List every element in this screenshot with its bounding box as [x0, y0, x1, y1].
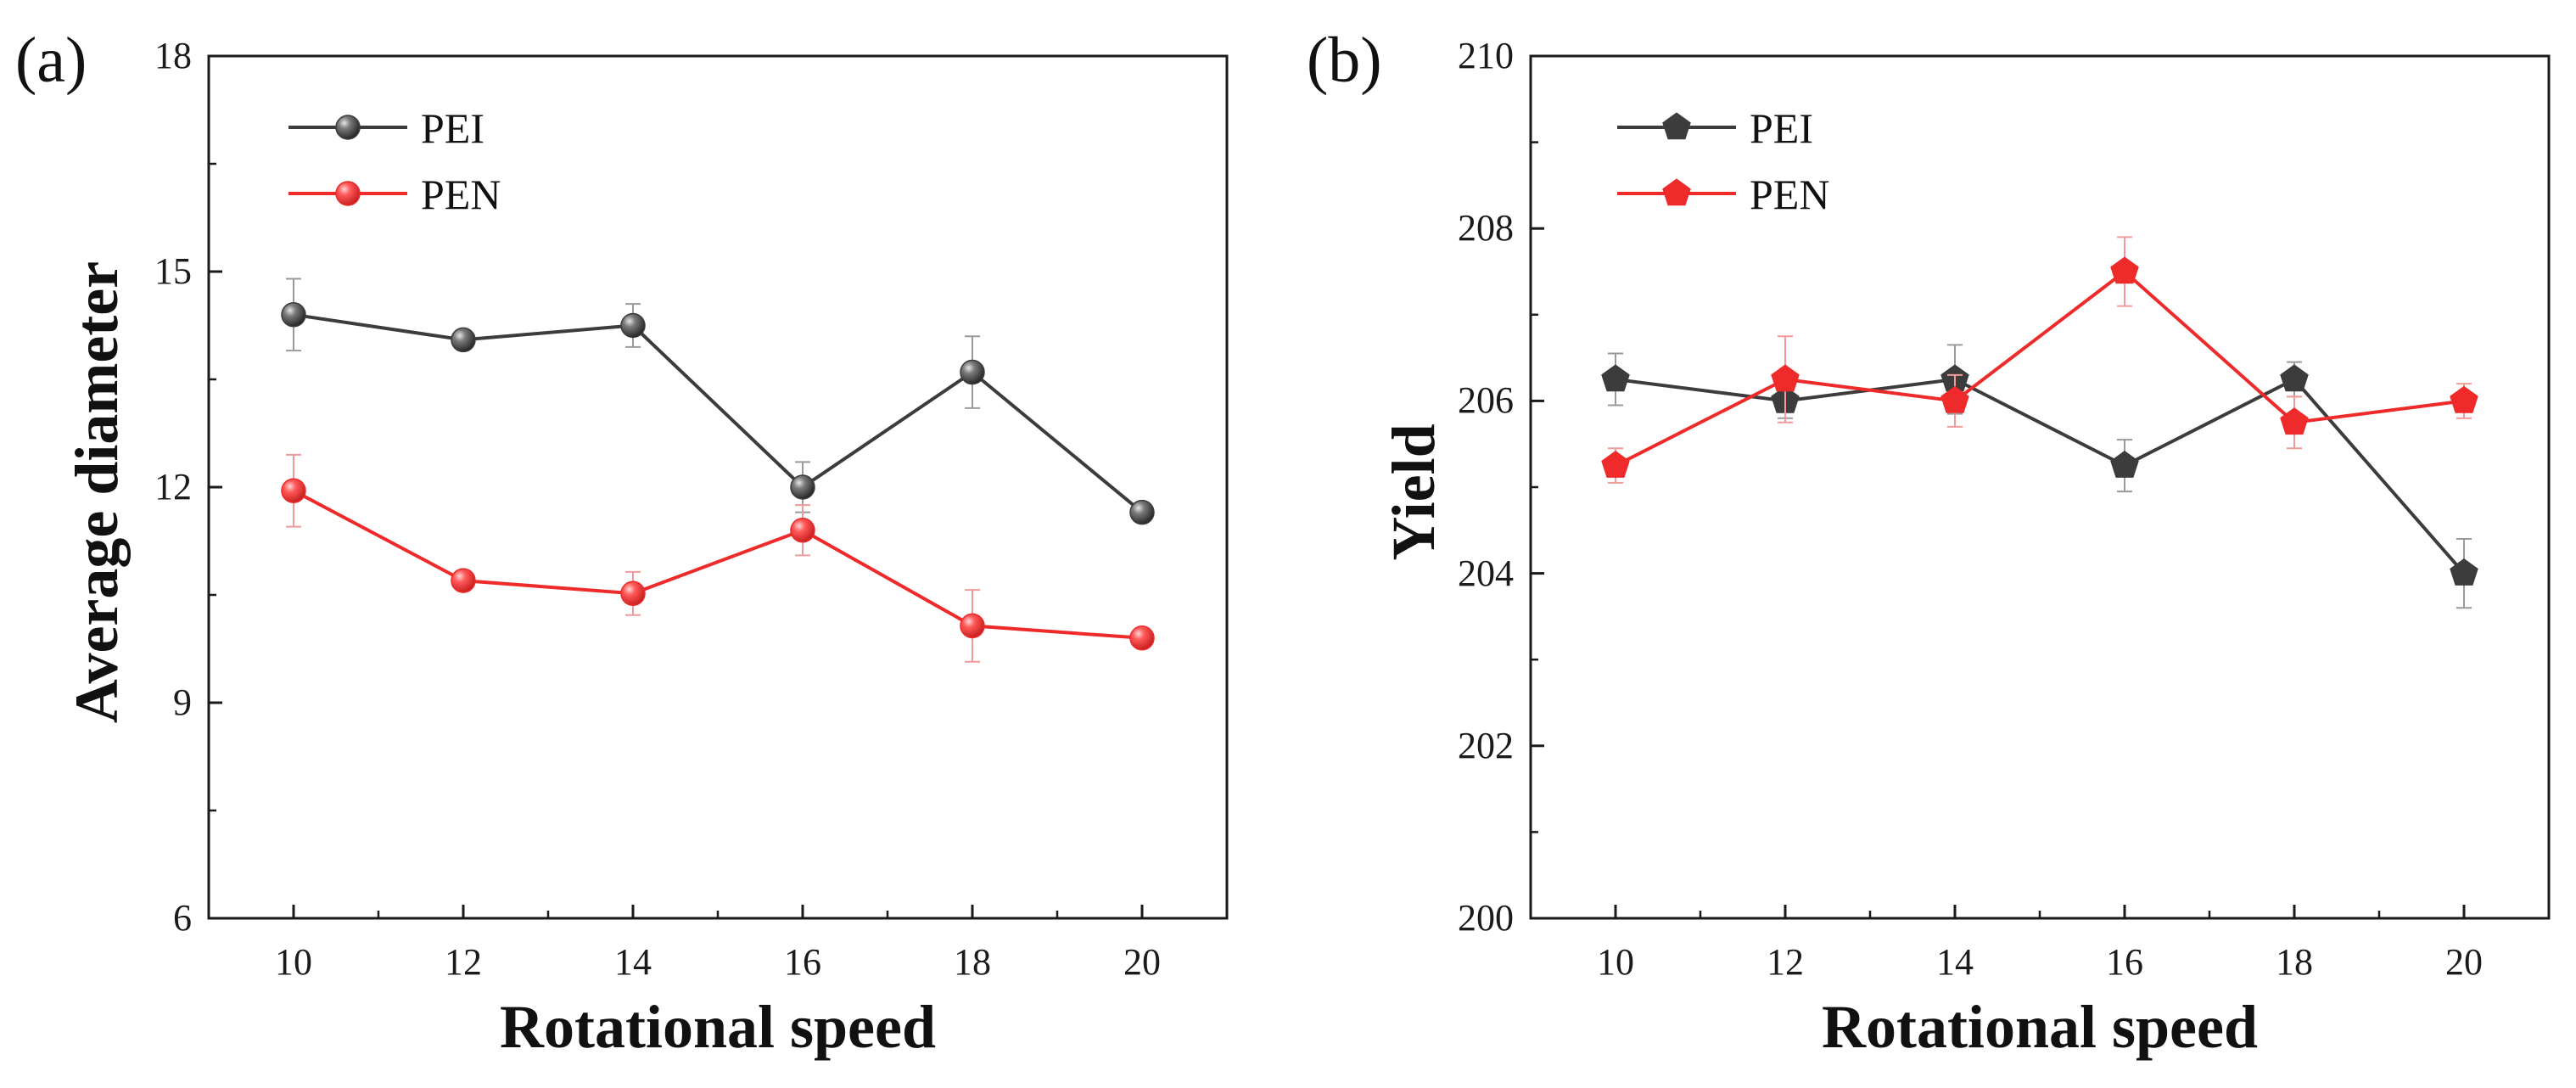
legend-swatch-pen: [288, 181, 407, 206]
data-point-pen: [1940, 385, 1969, 413]
x-axis-title-a: Rotational speed: [500, 993, 936, 1061]
legend-swatch-pen: [1617, 178, 1736, 206]
legend-marker: [335, 115, 361, 140]
data-point-pen: [2110, 256, 2139, 284]
y-axis-title-b: Yield: [1380, 423, 1448, 560]
x-axis-title-b: Rotational speed: [1822, 993, 2258, 1061]
chart-a-x-tick-labels: 10 12 14 16 18 20: [275, 941, 1161, 983]
x-tick-label: 16: [2106, 941, 2143, 983]
data-point-pen: [960, 613, 985, 639]
data-point-pei: [2110, 450, 2139, 478]
x-tick-label: 16: [784, 941, 821, 983]
series-line-pei: [293, 312, 1144, 514]
data-point-pei: [1601, 364, 1630, 392]
x-tick-label: 20: [2445, 941, 2483, 983]
legend-label-pen-a: PEN: [421, 171, 501, 218]
x-tick-label: 20: [1123, 941, 1161, 983]
data-point-pen: [2280, 407, 2309, 435]
legend-marker: [335, 181, 361, 206]
data-point-pen: [1129, 625, 1155, 651]
x-tick-label: 10: [1597, 941, 1634, 983]
y-tick-label: 9: [173, 681, 192, 723]
chart-b-y-tick-labels: 200 202 204 206 208 210: [1458, 35, 1514, 939]
data-point-pei: [1129, 499, 1155, 525]
y-tick-label: 200: [1458, 897, 1514, 939]
chart-b-legend: PEI PEN: [1750, 104, 1829, 218]
chart-b-x-tick-labels: 10 12 14 16 18 20: [1597, 941, 2483, 983]
legend-label-pei-a: PEI: [421, 104, 484, 152]
y-tick-label: 6: [173, 897, 192, 939]
x-tick-label: 18: [954, 941, 991, 983]
data-point-pei: [960, 359, 985, 385]
chart-a-legend: PEI PEN: [421, 104, 501, 218]
y-tick-label: 204: [1458, 552, 1514, 594]
legend-swatch-pei: [288, 115, 407, 140]
x-tick-label: 18: [2276, 941, 2313, 983]
chart-a-y-tick-labels: 6 9 12 15 18: [154, 35, 192, 939]
data-point-pen: [451, 568, 476, 593]
y-axis-title-a: Average diameter: [63, 261, 131, 723]
legend-marker: [1662, 112, 1691, 140]
y-tick-label: 210: [1458, 35, 1514, 76]
y-tick-label: 206: [1458, 379, 1514, 421]
data-point-pen: [2450, 385, 2478, 413]
legend-label-pei-b: PEI: [1750, 104, 1813, 152]
data-point-pen: [790, 518, 815, 543]
y-tick-label: 15: [154, 250, 192, 292]
chart-a-marks: [207, 54, 1229, 920]
x-tick-label: 12: [445, 941, 482, 983]
data-point-pen: [1771, 364, 1800, 392]
chart-panel-a: (a) PEI PEN 6 9 12 15 18 10 12 14 16 18 …: [15, 25, 1229, 1061]
panel-label-b: (b): [1307, 25, 1382, 96]
legend-swatch-pei: [1617, 112, 1736, 140]
panel-label-a: (a): [15, 25, 87, 96]
series-line-pen: [1615, 270, 2465, 468]
data-point-pei: [281, 302, 306, 328]
data-point-pei: [620, 312, 646, 339]
legend-marker: [1662, 178, 1691, 206]
y-tick-label: 202: [1458, 725, 1514, 766]
chart-panel-b: (b) PEI PEN 200 202 204 206 208 210 10 1…: [1307, 25, 2551, 1061]
data-point-pei: [2280, 364, 2309, 392]
data-point-pei: [790, 474, 815, 500]
series-line-pen: [293, 489, 1143, 640]
data-point-pei: [2450, 558, 2478, 586]
y-tick-label: 208: [1458, 207, 1514, 249]
data-point-pei: [451, 327, 476, 353]
y-tick-label: 12: [154, 466, 192, 508]
data-point-pen: [1601, 450, 1630, 478]
legend-label-pen-b: PEN: [1750, 171, 1829, 218]
series-line-pei: [1615, 378, 2466, 575]
chart-b-marks: [1529, 54, 2551, 920]
data-point-pen: [281, 478, 306, 503]
x-tick-label: 14: [614, 941, 652, 983]
x-tick-label: 10: [275, 941, 312, 983]
data-point-pen: [620, 580, 646, 607]
x-tick-label: 12: [1767, 941, 1804, 983]
plot-frame-a: [207, 54, 1229, 920]
y-tick-label: 18: [154, 35, 192, 76]
x-tick-label: 14: [1936, 941, 1974, 983]
